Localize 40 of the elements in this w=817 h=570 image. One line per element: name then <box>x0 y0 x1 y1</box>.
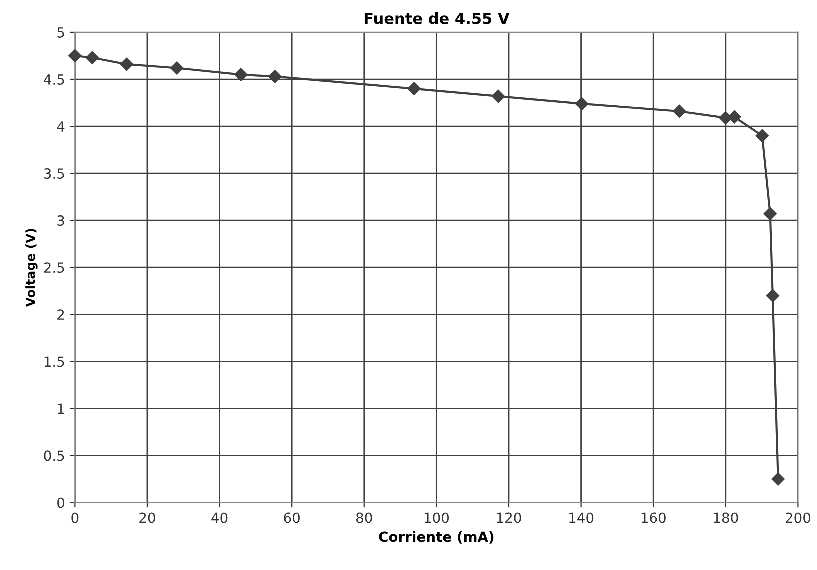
point <box>728 110 742 124</box>
y-tick-label: 2 <box>58 310 64 320</box>
x-axis-title: Corriente (mA) <box>379 531 494 544</box>
chart-title: Fuente de 4.55 V <box>364 12 510 24</box>
x-tick-label: 200 <box>786 512 811 524</box>
point <box>120 58 134 72</box>
y-tick-label: 0 <box>58 498 65 508</box>
x-tick-label: 180 <box>714 512 738 524</box>
x-tick-label: 100 <box>424 512 450 524</box>
y-tick-label: 3.5 <box>44 168 64 180</box>
point <box>673 104 686 118</box>
x-tick-label: 160 <box>642 512 666 524</box>
x-tick-label: 80 <box>356 512 372 524</box>
x-tick-label: 20 <box>140 512 156 524</box>
point <box>68 49 82 63</box>
point <box>772 472 785 486</box>
x-tick-label: 120 <box>497 512 522 524</box>
point <box>756 129 770 143</box>
x-tick-label: 140 <box>570 512 594 524</box>
point <box>408 82 421 96</box>
point <box>86 51 100 64</box>
point <box>492 90 506 104</box>
point <box>234 68 248 82</box>
y-axis-title: Voltage (V) <box>26 229 38 308</box>
point <box>575 97 589 111</box>
y-tick-label: 1.5 <box>44 356 64 368</box>
point <box>764 207 777 221</box>
y-tick-label: 5 <box>58 28 64 38</box>
x-tick-label: 0 <box>72 512 79 524</box>
y-tick-label: 3 <box>58 216 64 226</box>
x-tick-label: 60 <box>284 512 300 524</box>
point <box>766 289 780 302</box>
y-tick-label: 0.5 <box>44 450 64 462</box>
point <box>170 62 184 75</box>
point <box>268 70 282 84</box>
y-tick-label: 2.5 <box>44 262 64 274</box>
y-tick-label: 4 <box>57 122 65 132</box>
y-tick-label: 1 <box>58 404 64 414</box>
x-tick-label: 40 <box>212 512 228 524</box>
y-tick-label: 4.5 <box>44 74 64 85</box>
